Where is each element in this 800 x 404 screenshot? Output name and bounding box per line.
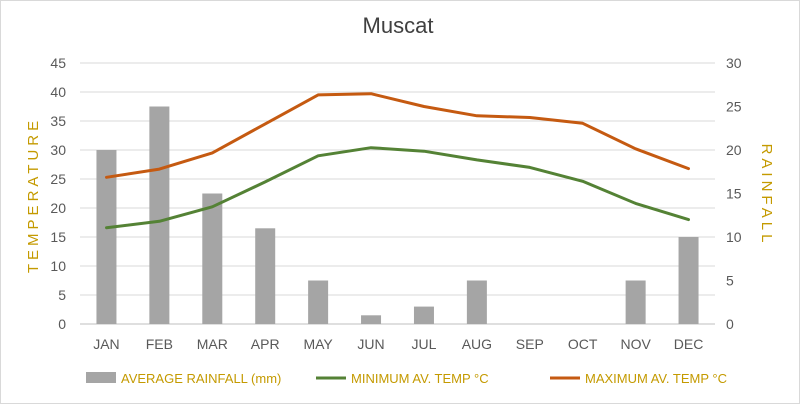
x-tick-label: MAR (197, 336, 228, 352)
legend-label: MAXIMUM AV. TEMP °C (585, 371, 727, 386)
y-right-tick-label: 20 (726, 142, 742, 158)
y-right-tick-label: 25 (726, 99, 742, 115)
y-right-axis-title: RAINFALL (758, 144, 775, 247)
y-left-tick-label: 25 (50, 171, 66, 187)
chart-title: Muscat (363, 13, 434, 38)
x-tick-label: JUL (412, 336, 437, 352)
rainfall-bar (96, 150, 117, 324)
y-left-tick-labels: 0 5 10 15 20 25 30 35 40 45 (50, 55, 66, 332)
x-tick-labels: JAN FEB MAR APR MAY JUN JUL AUG SEP OCT NOV DEC (93, 336, 703, 352)
y-left-tick-label: 10 (50, 258, 66, 274)
x-tick-label: OCT (568, 336, 598, 352)
rainfall-bar (361, 315, 382, 324)
x-tick-label: DEC (674, 336, 704, 352)
y-left-axis-title: TEMPERATURE (25, 117, 42, 273)
x-tick-label: AUG (462, 336, 492, 352)
rainfall-bar (308, 280, 329, 324)
x-tick-label: APR (251, 336, 280, 352)
y-left-tick-label: 5 (58, 287, 66, 303)
gridlines (80, 62, 715, 325)
rainfall-bar (466, 280, 487, 324)
y-left-tick-label: 35 (50, 113, 66, 129)
rainfall-bar (149, 106, 170, 324)
x-tick-label: JUN (357, 336, 384, 352)
y-right-tick-label: 0 (726, 316, 734, 332)
rainfall-bar (202, 193, 223, 324)
legend-label: MINIMUM AV. TEMP °C (351, 371, 489, 386)
y-left-tick-label: 30 (50, 142, 66, 158)
legend-label: AVERAGE RAINFALL (mm) (121, 371, 281, 386)
y-right-tick-label: 15 (726, 186, 742, 202)
rainfall-bar (255, 228, 276, 324)
y-right-tick-labels: 0 5 10 15 20 25 30 (726, 55, 742, 332)
y-right-tick-label: 30 (726, 55, 742, 71)
rainfall-bars (96, 106, 699, 324)
x-tick-label: MAY (303, 336, 333, 352)
rainfall-bar (625, 280, 646, 324)
y-left-tick-label: 40 (50, 84, 66, 100)
legend-swatch-rainfall (86, 372, 116, 383)
legend: AVERAGE RAINFALL (mm) MINIMUM AV. TEMP °C… (86, 371, 727, 386)
y-left-tick-label: 20 (50, 200, 66, 216)
x-tick-label: JAN (93, 336, 119, 352)
temperature-lines (105, 92, 690, 230)
x-tick-label: SEP (516, 336, 544, 352)
y-left-tick-label: 45 (50, 55, 66, 71)
y-left-tick-label: 15 (50, 229, 66, 245)
rainfall-bar (678, 237, 699, 324)
y-right-tick-label: 10 (726, 229, 742, 245)
min-temp-line (105, 146, 690, 230)
max-temp-line (105, 92, 690, 179)
y-left-tick-label: 0 (58, 316, 66, 332)
rainfall-bar (413, 306, 434, 324)
y-right-tick-label: 5 (726, 273, 734, 289)
x-tick-label: NOV (620, 336, 651, 352)
x-tick-label: FEB (146, 336, 173, 352)
